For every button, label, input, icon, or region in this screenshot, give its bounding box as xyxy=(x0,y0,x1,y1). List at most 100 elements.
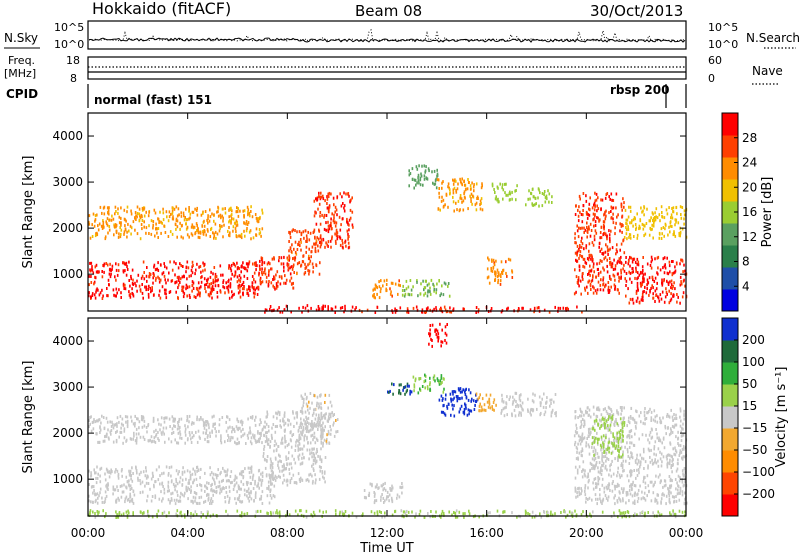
heatmap-cell xyxy=(240,270,242,274)
heatmap-cell xyxy=(538,306,540,310)
heatmap-cell xyxy=(245,222,247,226)
heatmap-cell xyxy=(252,487,255,490)
heatmap-cell xyxy=(439,308,441,312)
heatmap-cell xyxy=(402,510,405,514)
heatmap-cell xyxy=(646,411,648,415)
heatmap-cell xyxy=(130,477,132,481)
heatmap-cell xyxy=(595,275,597,279)
heatmap-cell xyxy=(88,483,90,486)
heatmap-cell xyxy=(94,512,96,515)
heatmap-cell xyxy=(294,449,297,452)
heatmap-cell xyxy=(580,414,583,418)
heatmap-cell xyxy=(363,489,366,492)
heatmap-cell xyxy=(414,377,417,381)
heatmap-cell xyxy=(496,268,499,272)
heatmap-cell xyxy=(118,288,120,292)
heatmap-cell xyxy=(578,284,580,288)
heatmap-cell xyxy=(623,269,626,273)
heatmap-cell xyxy=(242,433,244,437)
heatmap-cell xyxy=(668,415,671,419)
heatmap-cell xyxy=(502,400,505,404)
heatmap-cell xyxy=(271,426,273,430)
heatmap-cell xyxy=(134,228,136,232)
heatmap-cell xyxy=(196,415,198,419)
heatmap-cell xyxy=(565,515,567,519)
heatmap-cell xyxy=(539,512,541,516)
heatmap-cell xyxy=(269,307,271,311)
heatmap-cell xyxy=(461,183,463,187)
heatmap-cell xyxy=(475,208,478,212)
heatmap-cell xyxy=(543,413,546,417)
heatmap-cell xyxy=(452,398,454,402)
heatmap-cell xyxy=(130,474,132,478)
heatmap-cell xyxy=(314,461,317,465)
heatmap-cell xyxy=(302,404,304,408)
heatmap-cell xyxy=(373,511,376,515)
heatmap-cell xyxy=(275,448,278,452)
heatmap-cell xyxy=(176,509,179,513)
heatmap-cell xyxy=(672,512,675,515)
heatmap-cell xyxy=(653,447,655,451)
heatmap-cell xyxy=(607,285,610,289)
heatmap-cell xyxy=(515,391,518,395)
heatmap-cell xyxy=(447,402,450,406)
heatmap-cell xyxy=(260,472,262,476)
heatmap-cell xyxy=(639,511,641,515)
heatmap-cell xyxy=(211,429,213,433)
heatmap-cell xyxy=(292,263,295,267)
heatmap-cell xyxy=(255,491,257,495)
heatmap-cell xyxy=(393,383,395,387)
heatmap-cell xyxy=(682,291,685,295)
heatmap-cell xyxy=(167,485,170,489)
heatmap-cell xyxy=(629,470,631,474)
heatmap-cell xyxy=(347,237,349,241)
heatmap-cell xyxy=(636,284,639,288)
heatmap-cell xyxy=(213,213,215,217)
heatmap-cell xyxy=(277,463,279,467)
heatmap-cell xyxy=(324,470,326,474)
heatmap-cell xyxy=(505,182,507,186)
heatmap-cell xyxy=(312,411,315,415)
heatmap-cell xyxy=(222,486,224,490)
heatmap-cell xyxy=(606,258,608,262)
heatmap-cell xyxy=(629,474,632,478)
heatmap-cell xyxy=(311,433,314,437)
heatmap-cell xyxy=(175,262,177,266)
heatmap-cell xyxy=(515,189,517,192)
heatmap-cell xyxy=(157,269,160,272)
heatmap-cell xyxy=(183,275,185,279)
heatmap-cell xyxy=(424,374,427,378)
heatmap-cell xyxy=(486,400,489,404)
heatmap-cell xyxy=(657,255,660,259)
heatmap-cell xyxy=(103,439,106,443)
heatmap-cell xyxy=(134,281,136,285)
heatmap-cell xyxy=(334,239,337,243)
heatmap-cell xyxy=(143,419,146,423)
heatmap-cell xyxy=(636,233,639,237)
heatmap-cell xyxy=(460,404,463,408)
heatmap-cell xyxy=(574,251,577,255)
heatmap-cell xyxy=(216,210,218,214)
heatmap-cell xyxy=(135,441,138,445)
heatmap-cell xyxy=(591,498,593,502)
heatmap-cell xyxy=(188,293,191,297)
heatmap-cell xyxy=(634,432,636,436)
heatmap-cell xyxy=(597,273,600,277)
heatmap-cell xyxy=(343,206,345,210)
heatmap-cell xyxy=(586,230,589,234)
heatmap-cell xyxy=(459,397,461,401)
heatmap-cell xyxy=(629,271,632,275)
heatmap-cell xyxy=(311,401,313,405)
heatmap-cell xyxy=(119,235,122,239)
heatmap-cell xyxy=(279,459,281,463)
heatmap-cell xyxy=(597,272,600,276)
heatmap-cell xyxy=(500,275,502,279)
heatmap-cell xyxy=(607,426,609,430)
heatmap-cell xyxy=(190,489,192,493)
heatmap-cell xyxy=(314,250,317,254)
heatmap-cell xyxy=(306,417,308,421)
heatmap-cell xyxy=(423,177,426,181)
heatmap-cell xyxy=(95,476,97,480)
heatmap-cell xyxy=(288,472,291,476)
heatmap-cell xyxy=(185,270,187,274)
